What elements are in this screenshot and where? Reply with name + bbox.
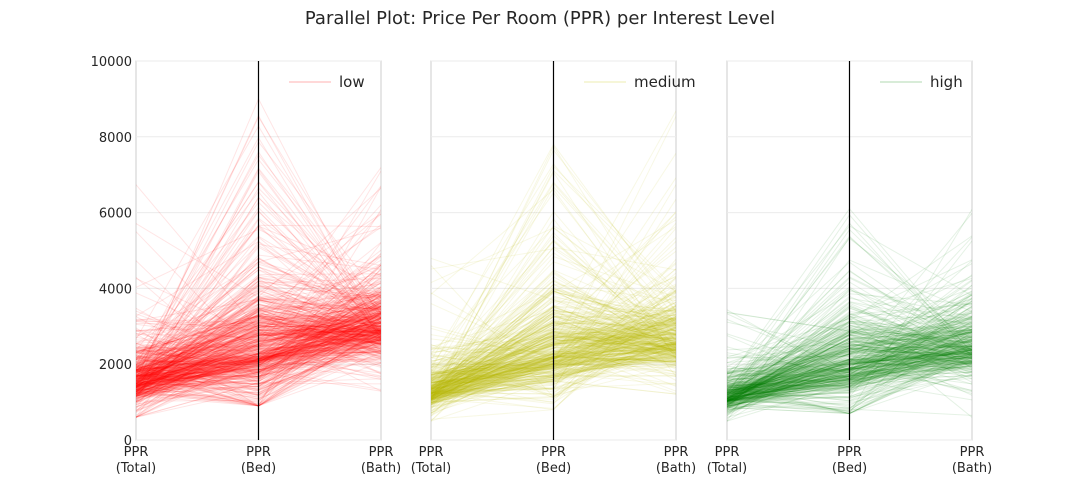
x-tick-label-line: (Total) [707, 461, 748, 476]
x-tick-label-line: PPR [419, 445, 444, 460]
x-tick-label-line: (Bath) [361, 461, 401, 476]
x-tick-label-line: PPR [124, 445, 149, 460]
x-tick-label-line: PPR [960, 445, 985, 460]
x-tick-label-line: PPR [369, 445, 394, 460]
panel-low: PPR (Total)PPR (Bed)PPR (Bath)0200040006000… [91, 55, 402, 476]
legend-label: low [339, 73, 365, 91]
x-tick-label-line: PPR [715, 445, 740, 460]
x-tick-label-line: PPR [837, 445, 862, 460]
y-tick-label: 8000 [99, 131, 132, 146]
x-tick-label-line: (Bath) [656, 461, 696, 476]
panels-group: PPR (Total)PPR (Bed)PPR (Bath)0200040006000… [91, 55, 993, 476]
y-tick-label: 10000 [91, 55, 132, 70]
x-tick-label-line: (Total) [411, 461, 452, 476]
x-tick-label: PPR (Bath) [952, 445, 992, 476]
y-tick-label: 4000 [99, 282, 132, 297]
y-tick-label: 0 [124, 434, 132, 449]
legend-label: high [930, 73, 963, 91]
legend-label: medium [634, 73, 696, 91]
x-tick-label: PPR (Total) [707, 445, 748, 476]
x-tick-label-line: (Total) [116, 461, 157, 476]
x-tick-label-line: (Bed) [536, 461, 571, 476]
x-tick-label-line: PPR [541, 445, 566, 460]
x-tick-label-line: PPR [246, 445, 271, 460]
x-tick-label: PPR (Bath) [656, 445, 696, 476]
x-tick-label: PPR (Bed) [241, 445, 276, 476]
y-tick-label: 6000 [99, 207, 132, 222]
x-tick-label-line: (Bath) [952, 461, 992, 476]
panel-medium: PPR (Total)PPR (Bed)PPR (Bath)medium [411, 60, 696, 476]
x-tick-label: PPR (Bath) [361, 445, 401, 476]
x-tick-label: PPR (Bed) [536, 445, 571, 476]
x-tick-label: PPR (Total) [116, 445, 157, 476]
chart-title: Parallel Plot: Price Per Room (PPR) per … [305, 8, 775, 29]
x-tick-label-line: (Bed) [241, 461, 276, 476]
x-tick-label-line: (Bed) [832, 461, 867, 476]
y-tick-label: 2000 [99, 358, 132, 373]
x-tick-label-line: PPR [664, 445, 689, 460]
panel-high: PPR (Total)PPR (Bed)PPR (Bath)high [707, 60, 992, 476]
x-tick-label: PPR (Total) [411, 445, 452, 476]
x-tick-label: PPR (Bed) [832, 445, 867, 476]
